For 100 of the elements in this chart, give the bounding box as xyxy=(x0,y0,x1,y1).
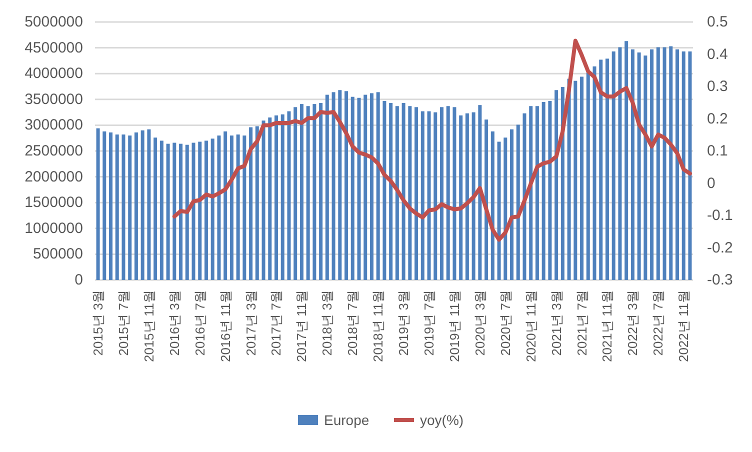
bar xyxy=(172,142,176,280)
y-tick-label: 3500000 xyxy=(24,90,83,108)
bar xyxy=(255,126,259,280)
bar xyxy=(102,131,106,280)
bar xyxy=(109,132,113,280)
bar xyxy=(134,132,138,280)
bar xyxy=(465,113,469,280)
y-tick-label: 2000000 xyxy=(24,168,83,186)
bar xyxy=(630,49,634,280)
bar xyxy=(312,104,316,280)
bar xyxy=(580,76,584,280)
bar xyxy=(682,51,686,280)
bar xyxy=(319,103,323,280)
bar xyxy=(96,128,100,280)
y2-tick-label: -0.3 xyxy=(707,272,733,288)
bar xyxy=(427,111,431,280)
bar xyxy=(522,113,526,280)
bar xyxy=(370,93,374,280)
legend-label: Europe xyxy=(324,412,370,428)
x-tick-label: 2018년 3월 xyxy=(320,290,335,356)
bar xyxy=(586,72,590,280)
bar xyxy=(224,131,228,280)
x-tick-label: 2018년 7월 xyxy=(345,290,360,356)
bar xyxy=(599,60,603,280)
y2-tick-label: 0.2 xyxy=(707,110,728,128)
x-tick-label: 2015년 3월 xyxy=(90,290,106,356)
bar xyxy=(287,111,291,280)
bar xyxy=(504,138,508,280)
bar xyxy=(262,120,266,280)
bar xyxy=(179,144,183,280)
legend-label: yoy(%) xyxy=(420,412,464,428)
x-tick-label: 2022년 11월 xyxy=(676,290,692,362)
bar xyxy=(434,112,438,280)
y-tick-label: 5000000 xyxy=(24,14,83,30)
y2-tick-label: 0.1 xyxy=(707,142,728,160)
bar xyxy=(440,107,444,280)
x-tick-label: 2016년 11월 xyxy=(218,290,233,362)
bar xyxy=(446,106,450,280)
y-tick-label: 4000000 xyxy=(24,65,83,82)
bar xyxy=(637,52,641,280)
y2-tick-label: 0.3 xyxy=(707,78,728,95)
y2-tick-label: -0.1 xyxy=(707,207,733,224)
y-tick-label: 500000 xyxy=(32,246,83,263)
bar xyxy=(644,56,648,280)
x-tick-label: 2018년 11월 xyxy=(370,290,386,362)
bar xyxy=(325,94,329,280)
bar xyxy=(675,49,679,280)
line-series xyxy=(172,38,692,242)
y-tick-label: 2500000 xyxy=(24,142,83,160)
bar xyxy=(554,90,558,280)
bar xyxy=(382,100,386,280)
bar xyxy=(338,90,342,280)
bar xyxy=(350,96,354,280)
y2-tick-label: 0.5 xyxy=(707,14,728,30)
bar xyxy=(656,47,660,280)
y-tick-label: 0 xyxy=(74,272,83,288)
bar xyxy=(408,106,412,280)
bar xyxy=(249,127,253,280)
bar xyxy=(294,107,298,280)
bar xyxy=(542,102,546,280)
x-tick-label: 2020년 11월 xyxy=(523,290,538,362)
bar xyxy=(618,47,622,280)
bar xyxy=(242,136,246,280)
bar xyxy=(217,136,221,280)
bar xyxy=(185,144,189,280)
x-tick-label: 2015년 11월 xyxy=(141,290,156,362)
bar xyxy=(605,58,609,280)
bar xyxy=(160,140,164,280)
bar xyxy=(688,51,692,280)
x-tick-label: 2017년 11월 xyxy=(294,290,310,362)
bar xyxy=(624,41,628,280)
bar xyxy=(484,120,488,280)
bar xyxy=(612,51,616,280)
y-tick-label: 1000000 xyxy=(24,220,83,237)
x-tick-label: 2020년 7월 xyxy=(498,290,513,356)
x-tick-label: 2020년 3월 xyxy=(472,290,488,356)
x-tick-label: 2022년 7월 xyxy=(650,290,666,356)
x-tick-label: 2019년 3월 xyxy=(396,290,412,356)
bar xyxy=(459,115,463,280)
y-tick-label: 4500000 xyxy=(24,39,83,56)
bar xyxy=(140,130,144,280)
bar xyxy=(376,92,380,280)
bar xyxy=(192,142,196,280)
x-tick-label: 2021년 3월 xyxy=(548,290,564,356)
bar xyxy=(472,112,476,280)
bar xyxy=(414,107,418,280)
y2-tick-label: -0.2 xyxy=(707,239,733,256)
bar xyxy=(306,106,310,280)
bar xyxy=(452,107,456,280)
x-tick-label: 2016년 7월 xyxy=(192,290,208,356)
y2-tick-label: 0.4 xyxy=(707,46,728,63)
x-tick-label: 2015년 7월 xyxy=(116,290,131,356)
bar xyxy=(122,134,126,280)
bar xyxy=(210,138,214,280)
bar xyxy=(669,46,673,280)
bar xyxy=(592,66,596,280)
bar xyxy=(115,134,119,280)
bar xyxy=(128,136,132,280)
x-tick-label: 2017년 7월 xyxy=(268,290,284,356)
y2-tick-label: 0 xyxy=(707,174,716,192)
